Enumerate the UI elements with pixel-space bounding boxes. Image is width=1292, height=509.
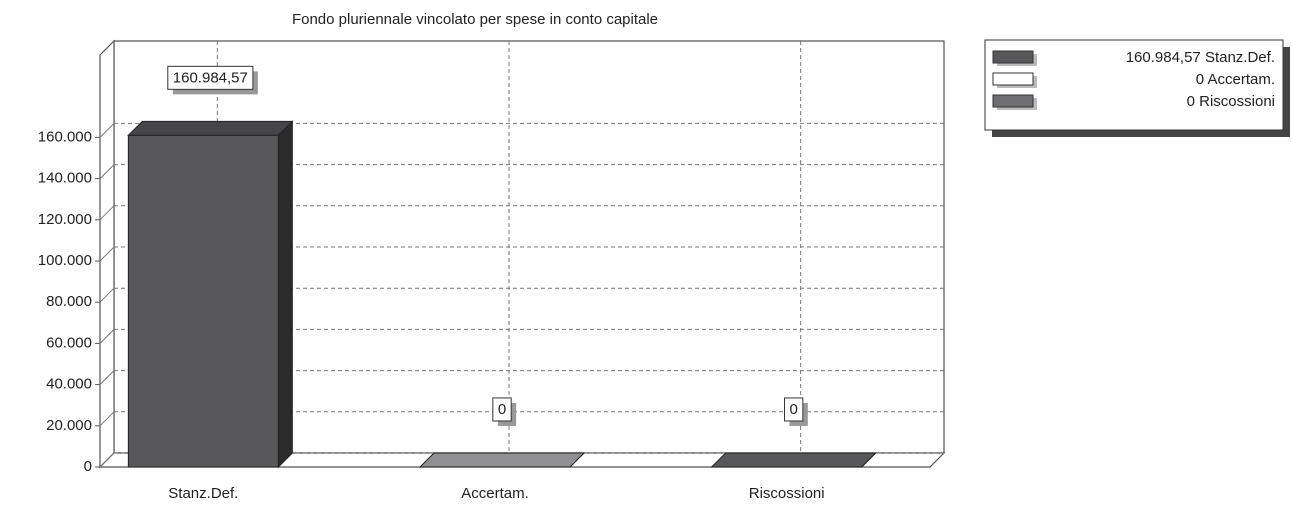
value-label: 0	[789, 401, 797, 418]
y-tick-label: 80.000	[46, 293, 92, 310]
grid-line	[99, 411, 115, 427]
legend-name: Accertam.	[1207, 71, 1275, 88]
legend-label: 0 Riscossioni	[1187, 93, 1275, 110]
x-tick-label: Accertam.	[461, 485, 529, 502]
x-tick-label: Stanz.Def.	[168, 485, 238, 502]
y-tick-label: 40.000	[46, 376, 92, 393]
y-tick-label: 140.000	[38, 170, 92, 187]
value-label-box	[783, 397, 804, 422]
y-tick-label: 20.000	[46, 417, 92, 434]
value-label-box	[492, 397, 512, 422]
chart-title: Fondo pluriennale vincolato per spese in…	[292, 11, 658, 28]
grid-line	[99, 123, 115, 138]
legend-label: 160.984,57 Stanz.Def.	[1126, 49, 1275, 66]
legend-value: 0	[1196, 71, 1204, 88]
grid-line	[99, 452, 115, 468]
value-label: 160.984,57	[173, 69, 248, 86]
value-label: 0	[498, 401, 506, 418]
y-tick-label: 120.000	[38, 211, 92, 228]
grid-line	[99, 164, 115, 179]
legend-swatch	[992, 94, 1034, 108]
bar-top	[418, 452, 586, 468]
y-tick-label: 60.000	[46, 334, 92, 351]
x-tick-label: Riscossioni	[749, 485, 825, 502]
bar-top	[710, 452, 877, 468]
y-tick-label: 100.000	[38, 252, 92, 269]
y-tick-label: 0	[84, 458, 92, 475]
legend-name: Riscossioni	[1199, 93, 1275, 110]
bar-side	[277, 120, 293, 469]
legend-value: 0	[1187, 93, 1195, 110]
legend-swatch	[992, 50, 1034, 64]
legend-swatch	[992, 72, 1034, 86]
bar-top	[127, 120, 294, 136]
grid-line	[99, 287, 115, 303]
grid-line	[99, 246, 115, 262]
grid-line	[99, 329, 115, 344]
value-label-box	[167, 65, 254, 90]
y-tick-label: 160.000	[38, 128, 92, 145]
legend-name: Stanz.Def.	[1205, 49, 1275, 66]
grid-line	[99, 205, 115, 221]
legend-label: 0 Accertam.	[1196, 71, 1275, 88]
grid-line	[99, 370, 115, 385]
legend-value: 160.984,57	[1126, 49, 1201, 66]
bar	[127, 134, 279, 468]
